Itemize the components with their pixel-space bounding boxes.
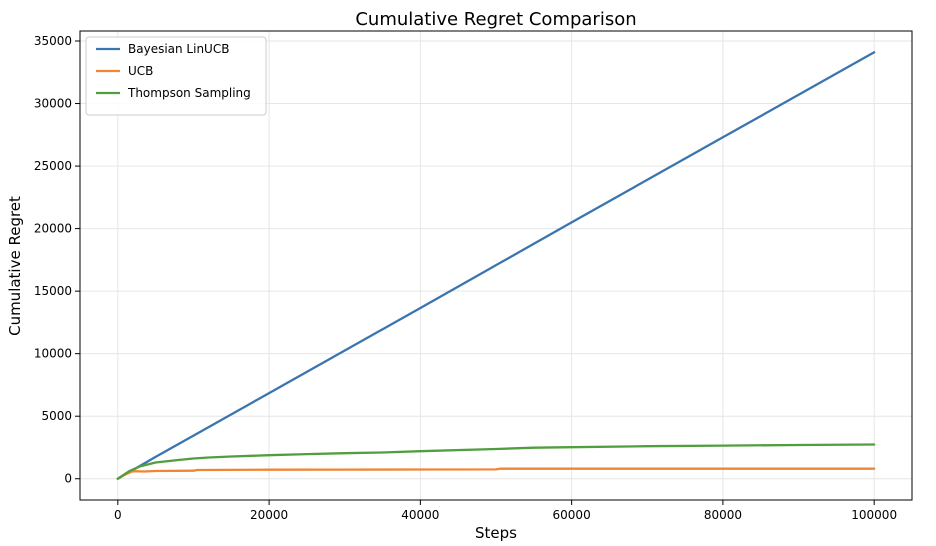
chart-title: Cumulative Regret Comparison <box>355 9 636 30</box>
legend-box <box>85 36 267 116</box>
x-tick-label: 60000 <box>553 508 591 522</box>
y-tick-label: 10000 <box>34 347 72 361</box>
plot-area-frame <box>79 30 913 501</box>
y-tick-label: 25000 <box>34 159 72 173</box>
x-axis-ticks: 0 20000 40000 60000 80000 100000 <box>114 500 897 522</box>
y-axis-ticks: 0 5000 10000 15000 20000 25000 30000 35000 <box>34 34 80 486</box>
y-tick-label: 5000 <box>41 409 72 423</box>
y-tick-label: 20000 <box>34 222 72 236</box>
legend-label: Bayesian LinUCB <box>128 42 229 56</box>
series-lines <box>116 51 876 480</box>
x-tick-label: 0 <box>114 508 122 522</box>
legend-label: UCB <box>128 64 153 78</box>
legend: Bayesian LinUCB UCB Thompson Sampling <box>85 36 267 116</box>
x-tick-label: 20000 <box>250 508 288 522</box>
series-line-1 <box>116 467 876 480</box>
y-tick-label: 35000 <box>34 34 72 48</box>
series-line-2 <box>116 443 876 480</box>
x-tick-label: 100000 <box>851 508 897 522</box>
legend-label: Thompson Sampling <box>127 86 251 100</box>
y-tick-label: 15000 <box>34 284 72 298</box>
x-tick-label: 40000 <box>401 508 439 522</box>
y-tick-label: 0 <box>64 472 72 486</box>
y-tick-label: 30000 <box>34 97 72 111</box>
x-axis-label: Steps <box>475 524 517 542</box>
x-tick-label: 80000 <box>704 508 742 522</box>
y-axis-label: Cumulative Regret <box>6 196 24 336</box>
grid <box>80 31 912 500</box>
